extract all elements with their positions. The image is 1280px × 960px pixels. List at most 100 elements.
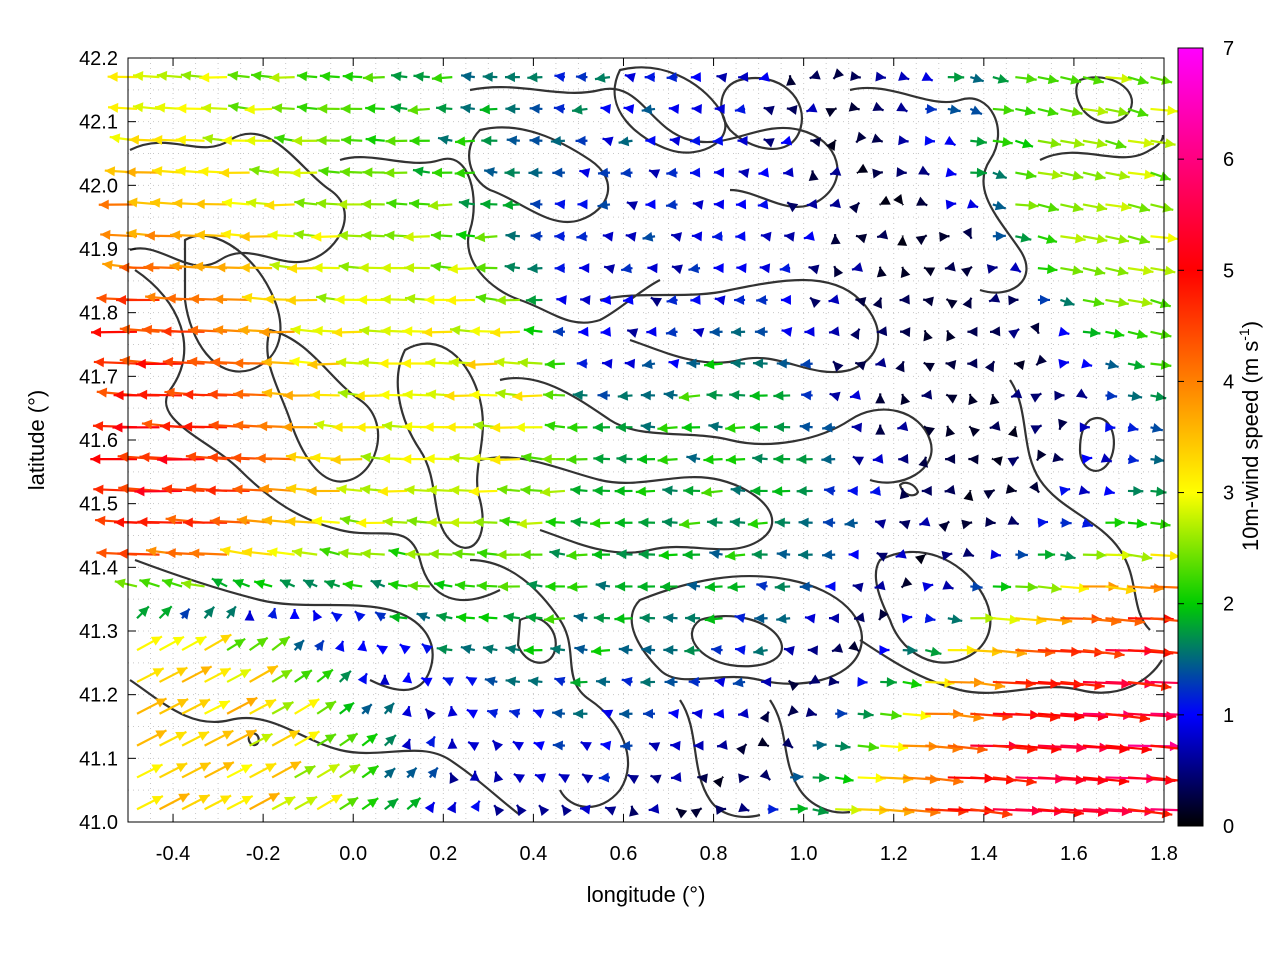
wind-arrow xyxy=(899,488,910,500)
wind-arrow-head xyxy=(241,795,253,805)
wind-arrow xyxy=(357,672,368,685)
wind-arrow xyxy=(357,294,385,305)
wind-arrow-head xyxy=(954,72,965,83)
wind-arrow-head xyxy=(424,294,435,305)
wind-arrow xyxy=(1105,170,1130,181)
wind-arrow xyxy=(1037,74,1059,85)
wind-arrow xyxy=(805,707,818,718)
wind-arrow xyxy=(1037,294,1050,305)
wind-arrow xyxy=(1029,481,1040,494)
wind-arrow xyxy=(454,168,475,179)
wind-arrow-head xyxy=(264,699,277,709)
contour-line xyxy=(339,156,661,324)
wind-arrow-head xyxy=(907,645,918,656)
wind-arrow xyxy=(970,613,996,624)
wind-arrow xyxy=(425,357,453,368)
wind-arrow xyxy=(1150,329,1172,340)
wind-arrow xyxy=(1015,73,1037,84)
wind-arrow xyxy=(530,199,543,210)
wind-arrow xyxy=(756,295,768,305)
wind-arrow-head xyxy=(336,484,347,495)
wind-arrow-head xyxy=(176,103,187,114)
wind-arrow xyxy=(729,517,746,528)
wind-arrow xyxy=(620,167,633,178)
wind-arrow-head xyxy=(627,328,639,338)
wind-arrow xyxy=(1060,265,1084,276)
wind-arrow-head xyxy=(380,294,391,305)
wind-arrow xyxy=(137,389,183,400)
wind-arrow xyxy=(151,166,183,177)
wind-arrow-head xyxy=(1142,265,1154,276)
wind-arrow xyxy=(916,196,928,207)
wind-arrow xyxy=(1105,517,1125,528)
wind-arrow xyxy=(227,70,250,81)
x-tick-label: 0.0 xyxy=(339,843,367,865)
wind-arrow xyxy=(221,197,250,208)
wind-arrow-head xyxy=(1009,614,1020,625)
wind-arrow-head xyxy=(358,262,369,273)
wind-arrow-head xyxy=(1075,388,1087,399)
wind-arrow xyxy=(878,608,889,621)
wind-arrow-head xyxy=(404,485,415,496)
wind-arrow xyxy=(1015,106,1036,116)
wind-arrow-head xyxy=(293,229,305,240)
wind-arrow-head xyxy=(736,263,747,274)
x-tick-label: 1.4 xyxy=(970,843,998,865)
wind-arrow-head xyxy=(734,104,746,114)
wind-arrow-head xyxy=(116,295,127,306)
wind-arrow-head xyxy=(629,805,639,817)
wind-arrow xyxy=(835,804,862,815)
wind-arrow-head xyxy=(428,549,439,560)
wind-arrow-head xyxy=(1079,422,1090,433)
wind-arrow xyxy=(776,613,791,624)
wind-arrow xyxy=(577,199,588,210)
wind-arrow xyxy=(875,424,886,435)
wind-arrow xyxy=(114,578,138,589)
wind-arrow-head xyxy=(466,676,478,687)
wind-arrow-head xyxy=(1164,265,1176,276)
wind-arrow-head xyxy=(162,578,174,588)
wind-arrow xyxy=(664,676,678,687)
wind-arrow-head xyxy=(156,70,168,81)
wind-arrow xyxy=(543,614,565,625)
wind-arrow xyxy=(317,103,340,114)
wind-arrow xyxy=(969,73,985,84)
wind-arrow-head xyxy=(877,229,889,240)
wind-arrow-head xyxy=(989,421,1001,431)
wind-arrow-head xyxy=(304,765,316,776)
wind-arrow xyxy=(1105,550,1133,561)
wind-arrow-head xyxy=(469,326,480,337)
wind-arrow xyxy=(377,486,408,497)
wind-arrow xyxy=(134,486,183,497)
wind-arrow xyxy=(219,546,250,557)
wind-arrow xyxy=(921,71,934,82)
wind-arrow xyxy=(825,581,836,592)
wind-arrow xyxy=(734,104,746,114)
wind-arrow xyxy=(1015,232,1032,243)
wind-arrow xyxy=(213,294,250,305)
wind-arrow xyxy=(112,422,160,433)
wind-arrow xyxy=(857,741,879,752)
wind-arrow-head xyxy=(714,677,726,688)
wind-arrow xyxy=(992,74,1009,84)
wind-arrow-head xyxy=(711,644,722,655)
wind-arrow xyxy=(880,710,902,721)
wind-arrow-head xyxy=(399,644,411,655)
wind-arrow xyxy=(271,635,291,651)
wind-arrow-head xyxy=(638,549,649,560)
wind-arrow-head xyxy=(773,390,784,401)
wind-arrow-head xyxy=(946,299,958,309)
wind-arrow-head xyxy=(455,136,466,147)
wind-arrow-head xyxy=(666,167,677,178)
wind-arrow xyxy=(809,70,821,80)
wind-arrow xyxy=(848,640,860,653)
wind-arrow xyxy=(704,581,723,592)
wind-arrow-head xyxy=(504,167,515,178)
wind-arrow-head xyxy=(875,357,887,368)
wind-arrow-head xyxy=(688,263,700,274)
wind-arrow-head xyxy=(317,103,328,114)
wind-arrow xyxy=(338,670,352,683)
wind-arrow-head xyxy=(1070,74,1082,85)
wind-arrow xyxy=(466,708,479,719)
wind-arrow xyxy=(460,71,475,82)
